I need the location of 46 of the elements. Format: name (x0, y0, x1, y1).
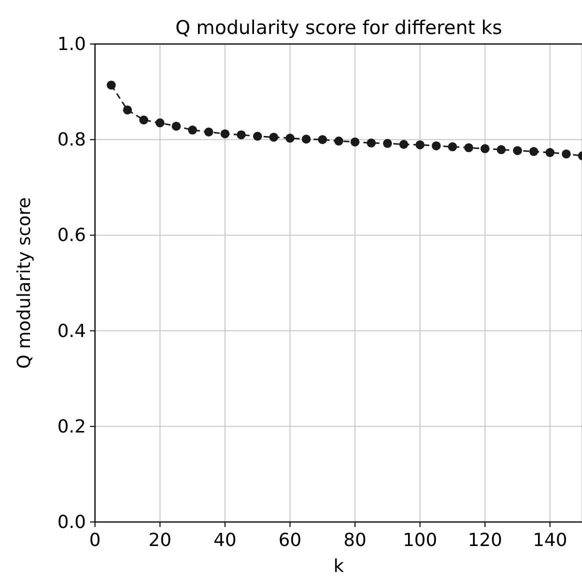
point (188, 126, 197, 135)
point (334, 136, 344, 146)
chart-title: Q modularity score for different ks (175, 17, 502, 39)
point (399, 140, 408, 149)
point (318, 135, 327, 144)
point (529, 147, 538, 156)
point (416, 140, 424, 150)
point (156, 118, 164, 128)
y-tick-label: 0.2 (57, 416, 86, 438)
x-tick-label: 40 (214, 530, 236, 551)
point (172, 122, 181, 131)
x-tick-label: 60 (278, 530, 302, 551)
point (139, 116, 148, 124)
point (546, 148, 554, 158)
x-tick-label: 80 (344, 530, 366, 551)
point (350, 137, 360, 146)
point (253, 132, 262, 141)
point (302, 134, 311, 144)
y-axis-title: Q modularity score (14, 197, 35, 369)
y-tick-label: 0.4 (57, 320, 86, 342)
point (464, 143, 474, 152)
point (123, 105, 132, 114)
point (286, 134, 294, 143)
point (236, 130, 246, 140)
y-tick-label: 0.6 (57, 225, 86, 246)
point (432, 141, 441, 150)
point (496, 145, 506, 154)
x-tick-label: 20 (148, 530, 172, 551)
point (513, 146, 522, 156)
y-tick-label: 1.0 (57, 34, 86, 55)
point (366, 138, 376, 148)
point (220, 129, 230, 138)
point (480, 144, 490, 154)
x-axis-title: k (334, 556, 345, 577)
point (269, 132, 278, 142)
point (383, 138, 392, 148)
x-tick-label: 100 (402, 530, 438, 551)
y-tick-label: 0.0 (57, 512, 86, 533)
x-tick-label: 140 (532, 530, 568, 551)
point (562, 149, 571, 158)
y-tick-label: 0.8 (57, 130, 86, 151)
point (448, 142, 457, 152)
x-tick-label: 0 (89, 530, 101, 551)
point (204, 127, 214, 136)
x-tick-label: 120 (468, 530, 502, 551)
point (106, 80, 116, 90)
